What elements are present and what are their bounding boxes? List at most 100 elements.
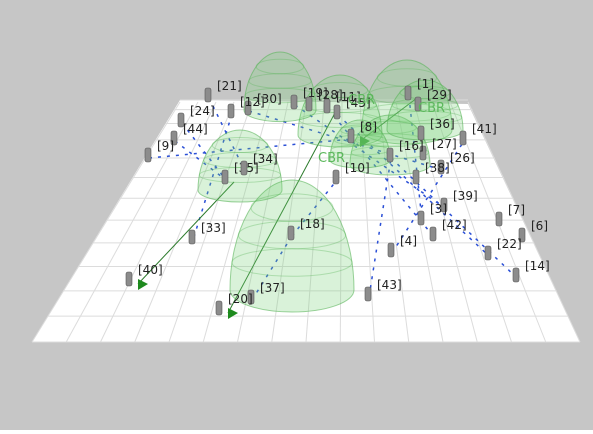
- node-icon: [484, 245, 492, 261]
- flow-label: CBR: [318, 151, 345, 166]
- node-label: [7]: [508, 203, 525, 217]
- node-label: [34]: [253, 152, 278, 166]
- range-dome: [361, 59, 453, 145]
- node-label: [43]: [377, 278, 402, 292]
- dome-mesh: [255, 58, 305, 75]
- node-icon: [429, 226, 437, 242]
- grid-line: [237, 101, 289, 343]
- node-icon: [364, 286, 372, 302]
- floor-grid: [31, 99, 581, 343]
- link: [148, 138, 353, 159]
- node-label: [38]: [425, 161, 450, 175]
- flow-arrow: [138, 279, 148, 290]
- node-label: [9]: [157, 139, 174, 153]
- grid-line: [31, 101, 181, 343]
- node-icon: [459, 130, 467, 146]
- flow-arrow: [360, 136, 370, 147]
- grid-line: [431, 101, 512, 343]
- node-icon: [347, 128, 355, 144]
- grid-line: [202, 101, 271, 343]
- link: [248, 110, 443, 171]
- dome-mesh: [339, 124, 381, 136]
- node-label: [42]: [442, 218, 467, 232]
- node-label: [19]: [303, 86, 328, 100]
- node-icon: [414, 96, 422, 112]
- range-dome: [197, 129, 283, 203]
- flow-arrow: [228, 308, 238, 319]
- dome-mesh: [231, 248, 353, 277]
- node-icon: [305, 96, 313, 112]
- node-icon: [125, 271, 133, 287]
- flow: [359, 97, 418, 142]
- dome-mesh: [198, 167, 282, 183]
- node-label: [28]: [318, 88, 343, 102]
- node-label: [24]: [190, 104, 215, 118]
- links: [137, 95, 518, 319]
- node-label: [29]: [427, 88, 452, 102]
- grid-line: [413, 101, 478, 343]
- dome-mesh: [391, 98, 459, 112]
- node-label: [4]: [400, 234, 417, 248]
- node-icon: [170, 130, 178, 146]
- dome-mesh: [362, 103, 452, 122]
- grid-line: [134, 101, 235, 343]
- node-icon: [244, 100, 252, 116]
- range-dome: [243, 51, 317, 123]
- dome-mesh: [203, 152, 277, 168]
- link: [327, 108, 435, 238]
- node-label: [22]: [497, 237, 522, 251]
- node-icon: [221, 169, 229, 185]
- node-icon: [215, 300, 223, 316]
- node-label: [30]: [257, 92, 282, 106]
- grid-line: [271, 101, 307, 343]
- node-icon: [495, 211, 503, 227]
- grid-line: [168, 101, 253, 343]
- node-label: [44]: [183, 122, 208, 136]
- dome-mesh: [399, 85, 451, 100]
- node-label: [39]: [453, 189, 478, 203]
- node-label: [33]: [201, 221, 226, 235]
- link: [181, 122, 227, 181]
- dome-mesh: [387, 110, 463, 125]
- node-label: [36]: [430, 117, 455, 131]
- node-label: [11]: [336, 90, 361, 104]
- node-icon: [412, 169, 420, 185]
- node-label: [18]: [300, 217, 325, 231]
- nodes: [21] [30][12] [19][28][11][45] [1][29] [24] […: [125, 77, 550, 316]
- node-label: [37]: [260, 281, 285, 295]
- grid-line: [467, 101, 581, 343]
- flow: [137, 181, 235, 285]
- node-icon: [247, 289, 255, 305]
- link: [390, 157, 518, 279]
- node-label: [40]: [138, 263, 163, 277]
- node-label: [6]: [531, 219, 548, 233]
- node-icon: [323, 98, 331, 114]
- flow-label: CBR: [348, 93, 375, 108]
- flow: [227, 110, 337, 314]
- node-icon: [332, 169, 340, 185]
- node-label: [26]: [450, 151, 475, 165]
- node-label: [20]: [228, 292, 253, 306]
- link: [174, 140, 227, 181]
- node-icon: [417, 210, 425, 226]
- dome-mesh: [248, 73, 312, 89]
- node-label: [1]: [417, 77, 434, 91]
- dome-mesh: [211, 137, 269, 153]
- node-label: [3]: [430, 202, 447, 216]
- node-label: [14]: [525, 259, 550, 273]
- node-icon: [419, 145, 427, 161]
- node-icon: [177, 112, 185, 128]
- grid-line: [100, 101, 217, 343]
- node-icon: [287, 225, 295, 241]
- node-label: [8]: [360, 120, 377, 134]
- node-label: [27]: [432, 137, 457, 151]
- link: [408, 95, 423, 222]
- node-label: [10]: [345, 161, 370, 175]
- flow-label: CBR: [418, 101, 445, 116]
- range-dome: [229, 179, 355, 313]
- range-dome: [349, 114, 431, 176]
- node-icon: [144, 147, 152, 163]
- dome-mesh: [250, 193, 334, 222]
- node-icon: [417, 125, 425, 141]
